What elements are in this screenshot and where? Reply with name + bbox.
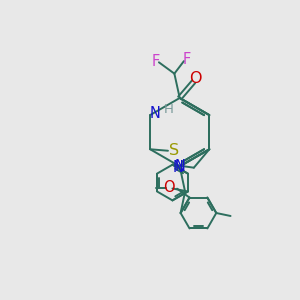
Text: O: O [189, 71, 201, 86]
Text: N: N [174, 159, 185, 174]
Text: H: H [164, 103, 173, 116]
Text: F: F [152, 54, 160, 69]
Text: N: N [173, 160, 184, 175]
Text: O: O [163, 180, 175, 195]
Text: F: F [183, 52, 191, 68]
Text: N: N [150, 106, 161, 121]
Text: S: S [169, 143, 179, 158]
